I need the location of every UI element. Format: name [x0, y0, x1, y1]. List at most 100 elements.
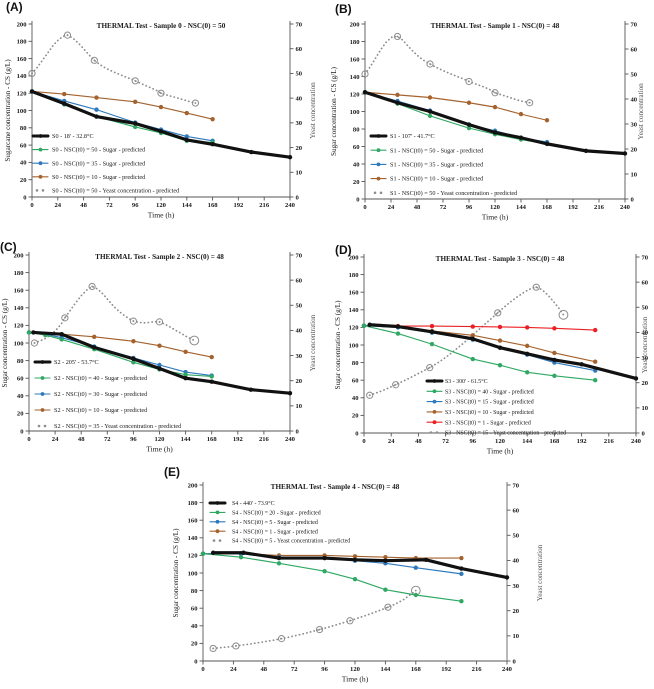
svg-text:40: 40: [642, 330, 649, 337]
svg-text:60: 60: [353, 144, 360, 151]
svg-text:S0 - NSC(t0) = 50 - Yeast conc: S0 - NSC(t0) = 50 - Yeast concentration …: [52, 188, 180, 195]
svg-text:S0 - NSC(t0) = 10 - Sugar - pr: S0 - NSC(t0) = 10 - Sugar - predicted: [52, 174, 146, 181]
svg-text:100: 100: [17, 108, 28, 115]
panel-A: (A) 0 20 40 60 80 100 120 140 160 180 200 0 10 20 30 40…: [0, 0, 327, 230]
svg-text:S3 - NSC(t0) = 40 - Sugar - pr: S3 - NSC(t0) = 40 - Sugar - predicted: [445, 388, 534, 395]
svg-text:70: 70: [296, 21, 303, 28]
svg-text:10: 10: [296, 403, 303, 410]
svg-text:48: 48: [415, 438, 422, 445]
svg-text:160: 160: [17, 56, 28, 63]
svg-text:60: 60: [352, 378, 359, 385]
svg-text:48: 48: [261, 666, 268, 673]
svg-text:20: 20: [296, 145, 303, 152]
svg-text:0: 0: [23, 194, 27, 201]
svg-text:240: 240: [631, 438, 642, 445]
svg-text:70: 70: [642, 254, 649, 261]
panel-E: (E) 0 20 40 60 80 100 120 140 160 180 200 0 10 20 30 40…: [150, 460, 550, 689]
svg-text:THERMAL Test - Sample 2 - NSC(: THERMAL Test - Sample 2 - NSC(0) = 48: [95, 253, 224, 261]
svg-text:Time (h): Time (h): [482, 213, 509, 222]
panel-label-B: (B): [335, 2, 352, 16]
svg-text:100: 100: [349, 342, 360, 349]
svg-text:24: 24: [388, 204, 395, 211]
svg-text:240: 240: [285, 436, 296, 443]
svg-text:S0 - NSC(t0) = 50 - Sugar - pr: S0 - NSC(t0) = 50 - Sugar - predicted: [52, 147, 146, 154]
svg-text:20: 20: [631, 146, 638, 153]
svg-text:Time (h): Time (h): [148, 211, 175, 220]
svg-text:160: 160: [14, 288, 25, 295]
svg-text:168: 168: [549, 438, 560, 445]
chart-E: 0 20 40 60 80 100 120 140 160 180 200 0 10 20 30 40 50 60…: [172, 482, 544, 684]
svg-text:24: 24: [55, 202, 62, 209]
panel-C: (C) 0 20 40 60 80 100 120 140 160 180 200 0 10 20 30 40…: [0, 230, 327, 460]
svg-text:168: 168: [208, 202, 219, 209]
svg-text:0: 0: [363, 204, 367, 211]
svg-text:50: 50: [631, 71, 638, 78]
svg-text:0: 0: [296, 194, 300, 201]
svg-text:160: 160: [349, 290, 360, 297]
svg-text:0: 0: [356, 196, 360, 203]
svg-text:50: 50: [296, 303, 303, 310]
svg-text:80: 80: [20, 125, 27, 132]
svg-text:80: 80: [191, 588, 198, 595]
svg-text:20: 20: [17, 411, 24, 418]
svg-text:192: 192: [577, 438, 588, 445]
panel-label-C: (C): [0, 240, 17, 254]
svg-text:S4 - NSC(t0) = 5 - Yeast conce: S4 - NSC(t0) = 5 - Yeast concentration -…: [232, 538, 350, 545]
svg-text:240: 240: [620, 204, 631, 211]
svg-text:240: 240: [502, 666, 513, 673]
svg-text:200: 200: [349, 254, 360, 261]
svg-text:96: 96: [466, 204, 473, 211]
svg-text:40: 40: [20, 160, 27, 167]
svg-text:40: 40: [296, 328, 303, 335]
svg-text:40: 40: [191, 623, 198, 630]
svg-text:72: 72: [440, 204, 447, 211]
svg-text:60: 60: [17, 376, 24, 383]
svg-text:24: 24: [52, 436, 59, 443]
svg-text:120: 120: [188, 553, 199, 560]
svg-text:60: 60: [296, 277, 303, 284]
svg-text:120: 120: [490, 204, 501, 211]
svg-text:S2 - NSC(t0) = 10 - Sugar - pr: S2 - NSC(t0) = 10 - Sugar - predicted: [54, 407, 148, 414]
svg-text:50: 50: [296, 71, 303, 78]
svg-text:20: 20: [513, 608, 520, 615]
svg-text:200: 200: [17, 21, 28, 28]
panel-label-D: (D): [335, 243, 352, 257]
panel-label-E: (E): [164, 465, 180, 479]
svg-text:S3 - NSC(t0) = 15 - Sugar - pr: S3 - NSC(t0) = 15 - Sugar - predicted: [445, 399, 534, 406]
svg-text:Time (h): Time (h): [342, 675, 369, 684]
svg-text:Yeast concentration: Yeast concentration: [309, 314, 317, 371]
svg-text:144: 144: [182, 202, 193, 209]
svg-text:THERMAL Test - Sample 3 - NSC(: THERMAL Test - Sample 3 - NSC(0) = 48: [436, 255, 565, 263]
svg-text:S2 - NSC(t0) = 40 - Sugar - pr: S2 - NSC(t0) = 40 - Sugar - predicted: [54, 375, 148, 382]
svg-text:200: 200: [14, 252, 25, 259]
svg-text:Sugar concentration - CS (g/L): Sugar concentration - CS (g/L): [1, 298, 9, 388]
svg-text:192: 192: [568, 204, 579, 211]
svg-text:60: 60: [513, 507, 520, 514]
svg-text:S3 - NSC(t0) = 1 - Sugar - pre: S3 - NSC(t0) = 1 - Sugar - predicted: [445, 419, 531, 426]
svg-text:200: 200: [350, 21, 361, 28]
svg-text:96: 96: [130, 436, 137, 443]
svg-text:120: 120: [350, 666, 361, 673]
svg-text:20: 20: [352, 413, 359, 420]
svg-text:120: 120: [350, 91, 361, 98]
svg-text:40: 40: [296, 95, 303, 102]
svg-text:70: 70: [631, 21, 638, 28]
svg-text:THERMAL Test - Sample 4 - NSC(: THERMAL Test - Sample 4 - NSC(0) = 48: [271, 483, 400, 491]
svg-text:0: 0: [296, 428, 300, 435]
svg-text:S4 - NSC(t0) = 5 - Sugar - pre: S4 - NSC(t0) = 5 - Sugar - predicted: [232, 519, 318, 526]
svg-text:0: 0: [27, 436, 31, 443]
svg-text:160: 160: [188, 518, 199, 525]
svg-text:100: 100: [350, 109, 361, 116]
svg-text:40: 40: [513, 558, 520, 565]
svg-text:Time (h): Time (h): [146, 445, 173, 454]
svg-text:180: 180: [17, 39, 28, 46]
svg-text:72: 72: [291, 666, 298, 673]
svg-text:0: 0: [201, 666, 205, 673]
svg-text:216: 216: [604, 438, 615, 445]
svg-text:240: 240: [285, 202, 296, 209]
svg-text:S1 - NSC(t0) = 50 - Yeast conc: S1 - NSC(t0) = 50 - Yeast concentration …: [390, 190, 518, 197]
svg-text:96: 96: [132, 202, 139, 209]
svg-text:120: 120: [17, 91, 28, 98]
svg-text:48: 48: [80, 202, 87, 209]
svg-text:60: 60: [296, 46, 303, 53]
